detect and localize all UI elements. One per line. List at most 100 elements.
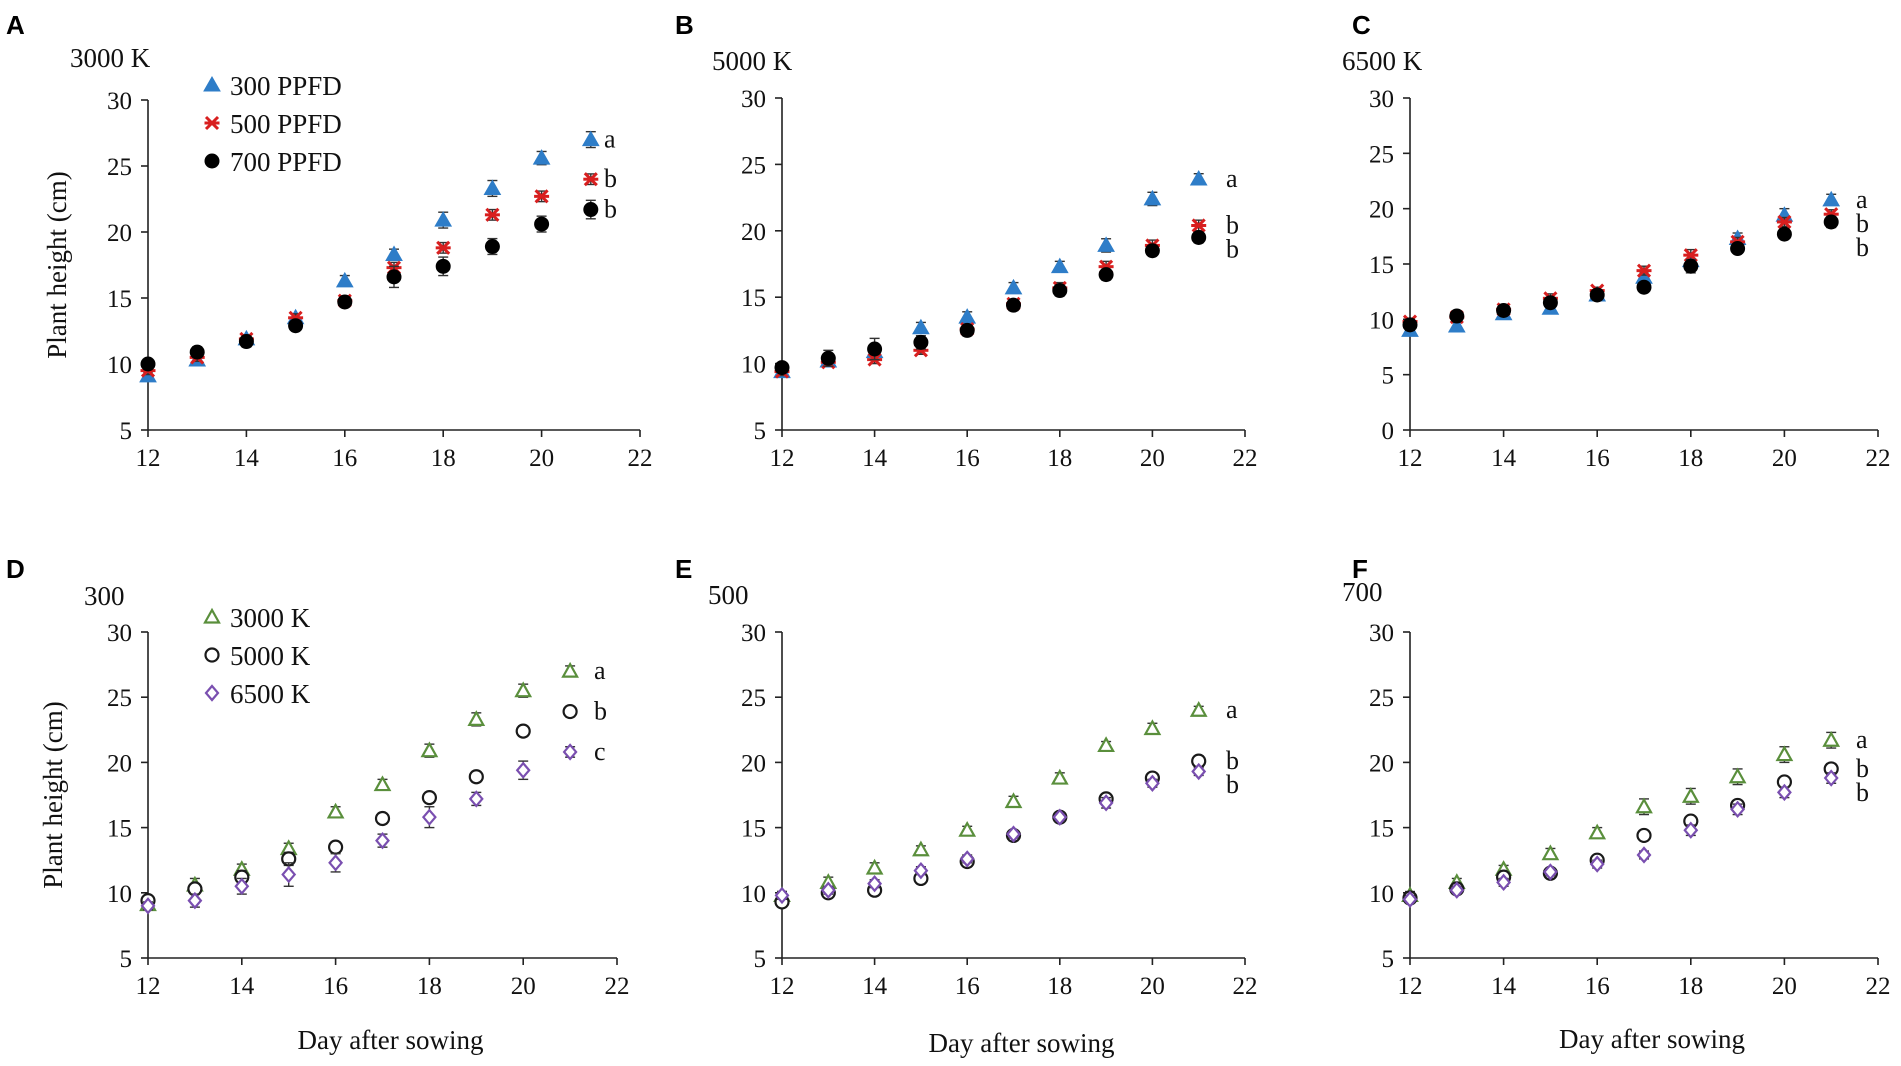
series-5000-k <box>140 703 578 909</box>
panel-title: 3000 K <box>70 43 151 73</box>
series-500-ppfd <box>774 218 1207 379</box>
legend-label: 700 PPFD <box>230 147 342 177</box>
series-500-ppfd <box>1402 207 1839 329</box>
x-tick-label: 14 <box>234 445 260 472</box>
significance-letter: a <box>1226 695 1238 724</box>
x-tick-label: 22 <box>1866 445 1891 472</box>
panel-title: 5000 K <box>712 46 793 76</box>
data-point <box>534 189 550 204</box>
data-point <box>1775 745 1794 762</box>
x-tick-label: 16 <box>955 445 980 472</box>
legend-label: 500 PPFD <box>230 109 342 139</box>
x-tick-label: 20 <box>1772 445 1797 472</box>
data-point <box>1822 730 1841 747</box>
y-tick-label: 15 <box>107 816 132 843</box>
data-point <box>238 334 254 350</box>
data-point <box>328 839 344 855</box>
data-point <box>189 344 205 360</box>
legend-label: 300 PPFD <box>230 71 342 101</box>
data-point <box>288 318 304 334</box>
data-point <box>1449 881 1465 899</box>
data-point <box>281 865 297 884</box>
y-tick-label: 10 <box>1369 307 1394 334</box>
data-point <box>1050 768 1069 785</box>
y-tick-label: 15 <box>1369 816 1394 843</box>
y-tick-label: 25 <box>741 685 766 712</box>
panel-c: C 6500 K 0 5 10 15 20 25 30 12 14 16 18 20 22 abb <box>1342 10 1891 472</box>
series-5000-k <box>1402 761 1839 906</box>
legend-label: 3000 K <box>230 603 311 633</box>
x-tick-label: 14 <box>1491 973 1517 1000</box>
data-point <box>1730 241 1746 257</box>
legend-item: 300 PPFD <box>203 71 342 101</box>
legend-item: 700 PPFD <box>204 147 342 177</box>
series-6500-k <box>140 743 578 915</box>
x-tick-label: 20 <box>511 973 536 1000</box>
data-point <box>1402 890 1418 909</box>
data-point <box>337 294 353 310</box>
data-point <box>1636 263 1652 278</box>
y-tick-label: 15 <box>107 286 132 313</box>
y-tick-label: 5 <box>120 946 133 973</box>
data-point <box>1776 214 1792 230</box>
x-tick-label: 20 <box>1772 973 1797 1000</box>
significance-letter: a <box>1856 725 1868 754</box>
significance-letter: b <box>1226 234 1239 263</box>
y-tick-label: 5 <box>1382 363 1395 390</box>
legend-marker <box>204 115 220 131</box>
series-300-ppfd <box>773 170 1208 379</box>
x-tick-label: 16 <box>332 445 357 472</box>
data-point <box>421 808 437 826</box>
significance-letter: b <box>1856 233 1869 262</box>
data-point <box>1636 827 1652 844</box>
x-tick-label: 18 <box>417 973 442 1000</box>
data-point <box>1050 257 1069 274</box>
data-point <box>1541 844 1560 861</box>
data-point <box>867 341 883 357</box>
data-point <box>820 350 836 366</box>
significance-letter: b <box>604 195 617 224</box>
data-point <box>1098 794 1114 812</box>
data-point <box>467 710 486 726</box>
legend-label: 5000 K <box>230 641 311 671</box>
data-point <box>1449 308 1465 324</box>
y-tick-label: 5 <box>1382 946 1395 973</box>
data-point <box>1683 258 1699 274</box>
data-point <box>335 271 354 288</box>
data-point <box>562 743 578 761</box>
legend-label: 6500 K <box>230 679 311 709</box>
panel-title: 6500 K <box>1342 46 1423 76</box>
data-point <box>1496 873 1512 892</box>
data-point <box>1052 808 1068 826</box>
x-tick-label: 18 <box>1047 973 1072 1000</box>
legend-marker <box>203 75 221 92</box>
series-6500-k <box>774 762 1207 905</box>
y-tick-label: 5 <box>754 418 767 445</box>
y-tick-label: 30 <box>1369 86 1394 113</box>
y-tick-label: 15 <box>741 285 766 312</box>
data-point <box>515 761 531 779</box>
data-point <box>583 172 599 187</box>
series-700-ppfd <box>1402 214 1839 333</box>
data-point <box>1635 797 1653 814</box>
x-tick-label: 22 <box>1233 445 1258 472</box>
data-point <box>1191 229 1207 245</box>
data-point <box>514 681 533 698</box>
data-point <box>385 245 403 261</box>
panel-letter: B <box>675 10 694 40</box>
data-point <box>435 258 451 274</box>
data-point <box>1191 218 1207 233</box>
data-point <box>913 861 929 880</box>
x-tick-label: 18 <box>1678 445 1703 472</box>
significance-letter: b <box>604 164 617 193</box>
data-point <box>386 269 402 285</box>
significance-letter: b <box>1856 754 1869 783</box>
x-axis-label: Day after sowing <box>929 1028 1115 1058</box>
y-tick-label: 30 <box>741 86 766 113</box>
data-point <box>1097 736 1115 753</box>
data-point <box>468 790 484 808</box>
legend-item: 500 PPFD <box>204 109 342 139</box>
